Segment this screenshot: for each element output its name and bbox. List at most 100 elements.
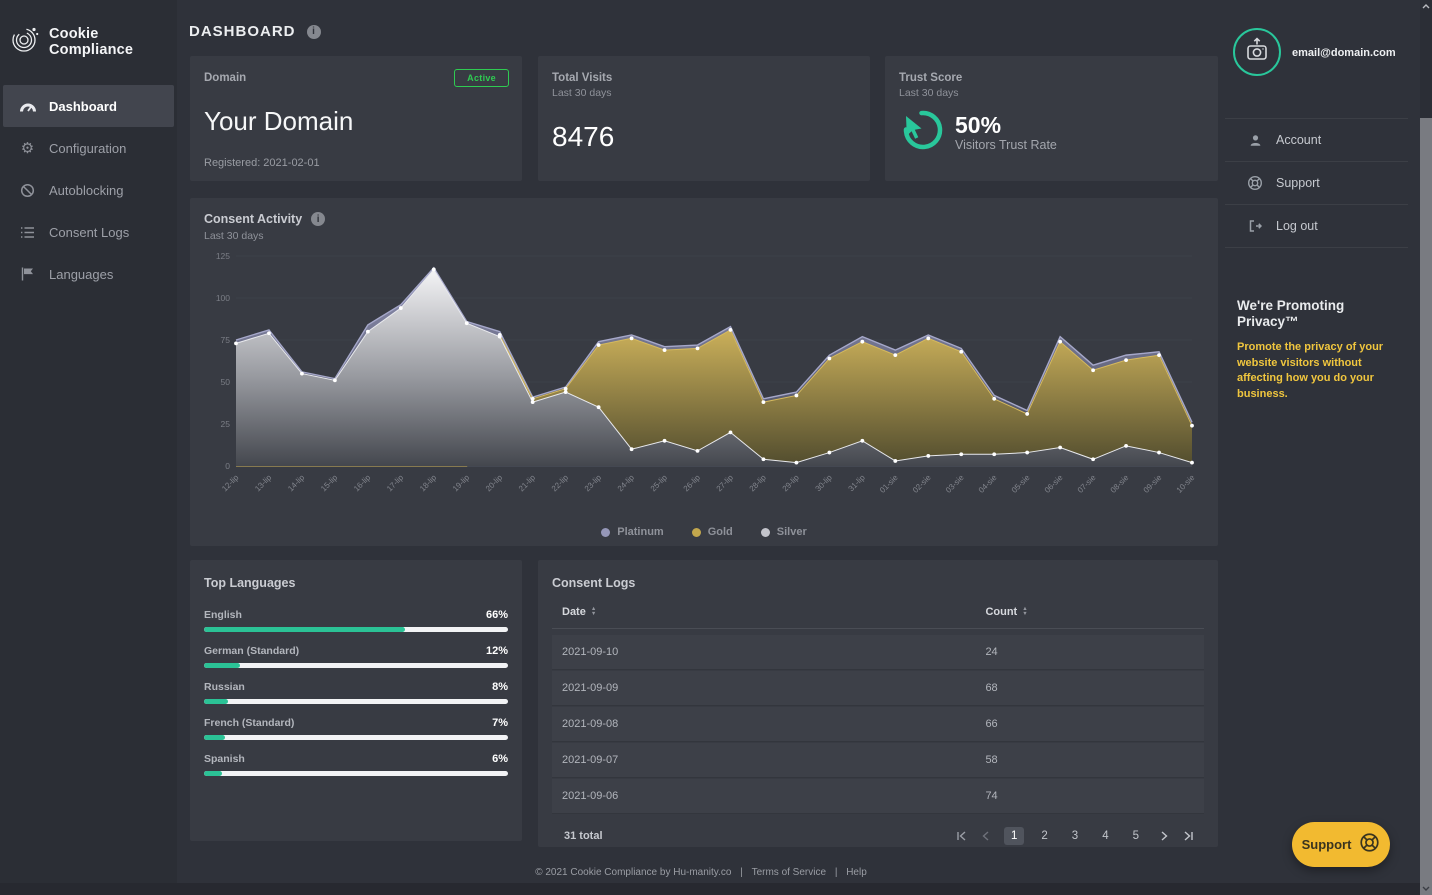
scroll-up-arrow-icon[interactable] xyxy=(1420,4,1432,9)
scrollbar-thumb[interactable] xyxy=(1420,0,1432,118)
domain-name: Your Domain xyxy=(204,106,508,137)
pagination-first-button[interactable] xyxy=(956,831,967,841)
legend-item-platinum[interactable]: Platinum xyxy=(601,526,663,538)
active-status-badge: Active xyxy=(454,69,509,87)
pagination-next-button[interactable] xyxy=(1161,831,1168,841)
data-point xyxy=(531,400,535,404)
support-fab-button[interactable]: Support xyxy=(1292,822,1390,867)
pagination-page-2[interactable]: 2 xyxy=(1034,827,1054,845)
menu-item-logout[interactable]: Log out xyxy=(1225,204,1408,248)
column-header-count[interactable]: Count ▲▼ xyxy=(985,606,1194,618)
footer-terms-link[interactable]: Terms of Service xyxy=(752,867,826,878)
data-point xyxy=(663,439,667,443)
data-point xyxy=(267,331,271,335)
sidebar-item-consent-logs[interactable]: Consent Logs xyxy=(0,211,177,253)
x-axis-tick-label: 06-sie xyxy=(1043,473,1065,495)
language-bar-track xyxy=(204,627,508,632)
user-email: email@domain.com xyxy=(1292,47,1396,59)
logout-icon xyxy=(1247,219,1263,233)
data-point xyxy=(1124,444,1128,448)
data-point xyxy=(959,350,963,354)
data-point xyxy=(827,451,831,455)
language-bar-track xyxy=(204,771,508,776)
sidebar-item-languages[interactable]: Languages xyxy=(0,253,177,295)
x-axis-tick-label: 18-lip xyxy=(418,473,439,494)
info-icon[interactable]: i xyxy=(311,212,325,226)
log-date: 2021-09-06 xyxy=(562,790,985,802)
menu-item-support[interactable]: Support xyxy=(1225,161,1408,204)
legend-dot xyxy=(601,528,610,537)
ban-icon xyxy=(19,183,36,198)
trust-card-title: Trust Score xyxy=(899,72,1204,84)
legend-dot xyxy=(692,528,701,537)
bottom-strip xyxy=(0,883,1420,895)
pagination-page-1[interactable]: 1 xyxy=(1004,827,1024,845)
menu-item-account[interactable]: Account xyxy=(1225,118,1408,161)
data-point xyxy=(1025,451,1029,455)
data-point xyxy=(762,400,766,404)
promo-title-line1: We're Promoting xyxy=(1237,298,1395,314)
language-name: Russian xyxy=(204,681,245,693)
data-point xyxy=(300,372,304,376)
vertical-scrollbar[interactable] xyxy=(1420,0,1432,895)
legend-item-silver[interactable]: Silver xyxy=(761,526,807,538)
support-fab-label: Support xyxy=(1302,837,1352,852)
pagination-page-5[interactable]: 5 xyxy=(1126,827,1146,845)
x-axis-tick-label: 05-sie xyxy=(1010,473,1032,495)
log-date: 2021-09-10 xyxy=(562,646,985,658)
data-point xyxy=(762,457,766,461)
pagination-prev-button[interactable] xyxy=(982,831,989,841)
language-row: Russian8% xyxy=(204,681,508,704)
footer-help-link[interactable]: Help xyxy=(846,867,867,878)
log-date: 2021-09-07 xyxy=(562,754,985,766)
data-point xyxy=(860,439,864,443)
sidebar-item-autoblocking[interactable]: Autoblocking xyxy=(0,169,177,211)
data-point xyxy=(893,459,897,463)
legend-item-gold[interactable]: Gold xyxy=(692,526,733,538)
person-icon xyxy=(1247,134,1263,147)
data-point xyxy=(531,397,535,401)
page-title: DASHBOARD xyxy=(189,23,296,40)
data-point xyxy=(1058,446,1062,450)
sidebar-item-configuration[interactable]: ⚙ Configuration xyxy=(0,127,177,169)
y-axis-tick-label: 0 xyxy=(225,461,230,471)
trust-card-subtitle: Last 30 days xyxy=(899,87,1204,99)
data-point xyxy=(1091,457,1095,461)
pagination-page-3[interactable]: 3 xyxy=(1065,827,1085,845)
language-bar-track xyxy=(204,699,508,704)
sidebar-item-dashboard[interactable]: Dashboard xyxy=(3,85,174,127)
table-header-divider xyxy=(552,628,1204,629)
data-point xyxy=(1091,368,1095,372)
log-count: 58 xyxy=(985,754,1194,766)
x-axis-tick-label: 26-lip xyxy=(682,473,703,494)
x-axis-tick-label: 04-sie xyxy=(977,473,999,495)
sidebar-item-label: Languages xyxy=(49,267,113,282)
data-point xyxy=(564,387,568,391)
x-axis-tick-label: 30-lip xyxy=(814,473,835,494)
info-icon[interactable]: i xyxy=(307,25,321,39)
brand: Cookie Compliance xyxy=(0,0,177,59)
x-axis-tick-label: 14-lip xyxy=(286,473,307,494)
language-bar-fill xyxy=(204,627,405,632)
scroll-down-arrow-icon[interactable] xyxy=(1420,886,1432,891)
column-header-date[interactable]: Date ▲▼ xyxy=(562,606,985,618)
logs-total-count: 31 total xyxy=(564,830,603,842)
x-axis-tick-label: 21-lip xyxy=(517,473,538,494)
language-percent: 6% xyxy=(492,753,508,765)
list-icon xyxy=(19,226,36,239)
language-bar-fill xyxy=(204,699,228,704)
language-percent: 12% xyxy=(486,645,508,657)
x-axis-tick-label: 22-lip xyxy=(550,473,571,494)
data-point xyxy=(696,347,700,351)
footer-separator: | xyxy=(835,867,838,878)
cookie-compliance-dashboard: Cookie Compliance Dashboard ⚙ Configurat… xyxy=(0,0,1432,895)
legend-dot xyxy=(761,528,770,537)
pagination-page-4[interactable]: 4 xyxy=(1095,827,1115,845)
data-point xyxy=(399,306,403,310)
life-ring-icon xyxy=(1359,832,1380,858)
pagination-pages: 12345 xyxy=(1004,827,1146,845)
avatar[interactable] xyxy=(1233,28,1281,76)
data-point xyxy=(959,452,963,456)
pagination-last-button[interactable] xyxy=(1183,831,1194,841)
x-axis-tick-label: 02-sie xyxy=(911,473,933,495)
